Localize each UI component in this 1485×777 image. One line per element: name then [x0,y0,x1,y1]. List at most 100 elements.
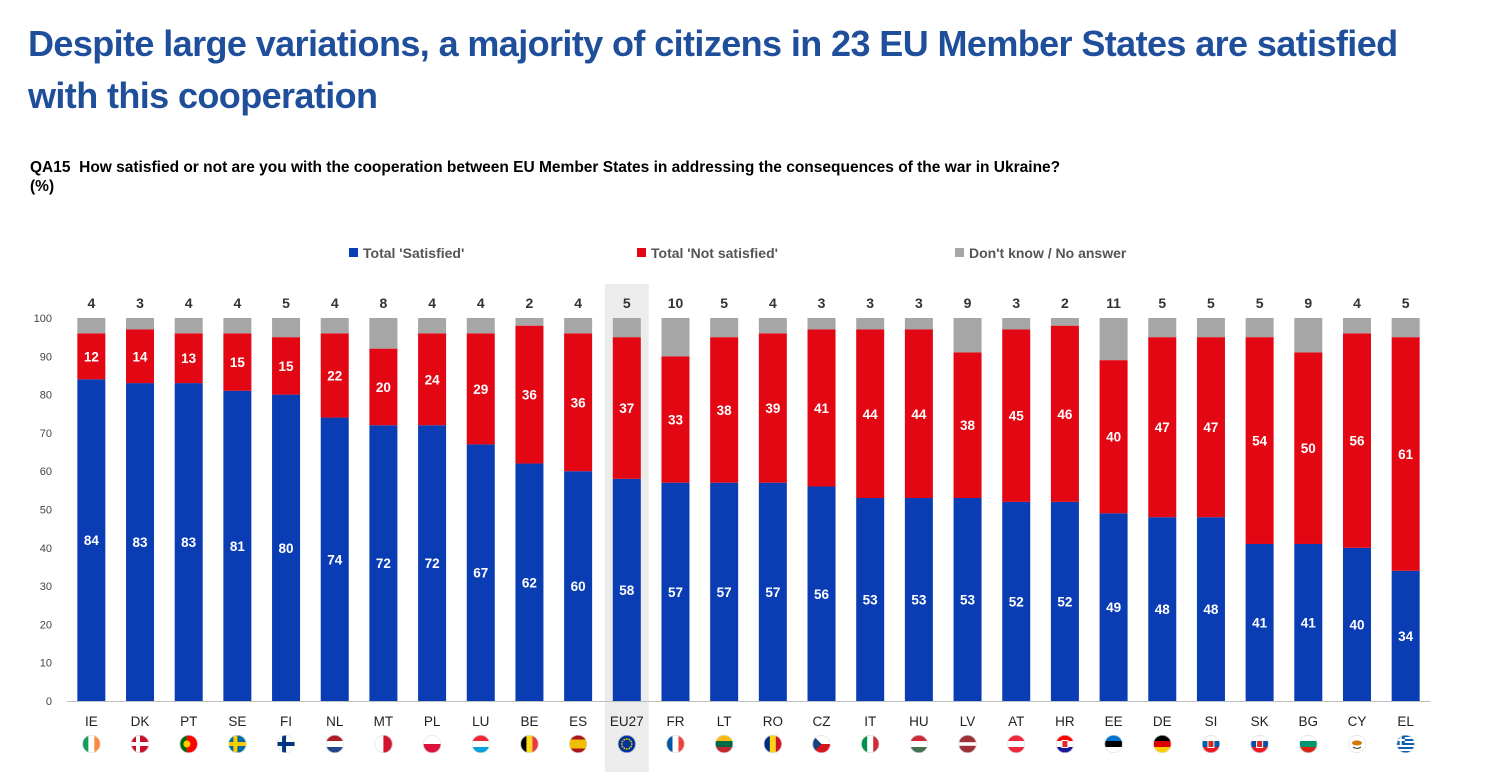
data-label: 57 [668,585,683,600]
bar-segment-dont-know [1342,318,1371,334]
bar-segment-satisfied [661,482,690,701]
bar-segment-dont-know [1245,318,1274,338]
data-label-dont-know: 4 [331,295,339,311]
bar-segment-dont-know [369,318,398,349]
data-label-dont-know: 5 [1207,295,1215,311]
flag-ro-icon [763,735,782,753]
legend-label: Total 'Satisfied' [363,245,464,261]
category-label: BG [1299,714,1319,729]
data-label-dont-know: 4 [769,295,777,311]
bar-segment-dont-know [904,318,933,330]
data-label: 57 [717,585,732,600]
flag-lt-icon [715,735,734,753]
data-label-dont-know: 5 [623,295,631,311]
bar-segment-dont-know [466,318,495,334]
data-label: 45 [1009,409,1025,424]
bar-segment-not-satisfied [418,333,447,426]
category-label: SE [228,714,246,729]
bar-segment-dont-know [661,318,690,357]
bar-segment-satisfied [369,425,398,701]
bar-segment-not-satisfied [77,333,106,380]
data-label-dont-know: 3 [818,295,826,311]
data-label: 83 [181,535,197,550]
bar-segment-dont-know [272,318,301,338]
flag-fr-icon [666,735,685,753]
bar-segment-not-satisfied [320,333,349,418]
data-label: 38 [960,418,976,433]
flag-hr-icon [1055,735,1074,753]
data-label: 62 [522,575,537,590]
data-label-dont-know: 4 [87,295,95,311]
bar-segment-dont-know [223,318,252,334]
data-label: 41 [1301,615,1317,630]
bar-segment-not-satisfied [710,337,739,483]
bar-segment-not-satisfied [1196,337,1225,518]
data-label-dont-know: 3 [136,295,144,311]
bar-segment-satisfied [515,463,544,701]
bar-segment-not-satisfied [1148,337,1177,518]
data-label: 15 [279,359,295,374]
bar-segment-not-satisfied [174,333,203,384]
flag-nl-icon [325,735,344,753]
flag-de-icon [1153,735,1172,753]
data-label-dont-know: 3 [915,295,923,311]
y-tick-label: 60 [40,466,52,478]
flag-dk-icon [131,735,150,753]
question-text: How satisfied or not are you with the co… [79,159,1061,176]
bar-segment-satisfied [466,444,495,701]
bar-segment-not-satisfied [758,333,787,483]
bar-segment-dont-know [1050,318,1079,326]
data-label: 20 [376,380,391,395]
bar-segment-satisfied [612,478,641,701]
flag-se-icon [228,735,247,753]
data-label: 80 [279,541,294,556]
data-label-dont-know: 4 [185,295,193,311]
data-label-dont-know: 4 [477,295,485,311]
bar-segment-satisfied [1050,501,1079,701]
category-label: HR [1055,714,1075,729]
bar-segment-not-satisfied [1294,352,1323,544]
bar-segment-satisfied [953,498,982,701]
bar-segment-dont-know [564,318,593,334]
bar-segment-satisfied [904,498,933,701]
category-label: IE [85,714,98,729]
bar-segment-satisfied [1294,543,1323,701]
data-label-dont-know: 4 [233,295,241,311]
data-label-dont-know: 8 [380,295,388,311]
data-label: 41 [1252,615,1268,630]
data-label: 37 [619,401,634,416]
data-label: 58 [619,583,635,598]
bar-segment-satisfied [1196,517,1225,701]
flag-ie-icon [82,735,101,753]
bar-segment-not-satisfied [1342,333,1371,548]
flag-si-icon [1201,735,1220,753]
bar-segment-not-satisfied [807,329,836,487]
data-label-dont-know: 4 [1353,295,1361,311]
data-label: 36 [571,395,587,410]
data-label: 57 [765,585,780,600]
bar-segment-not-satisfied [953,352,982,499]
category-label: FR [666,714,684,729]
data-label: 14 [133,349,149,364]
flag-mt-icon [374,735,393,753]
flag-pl-icon [423,735,442,753]
y-tick-label: 0 [46,696,52,708]
data-label: 12 [84,349,99,364]
flag-bg-icon [1299,735,1318,753]
bar-segment-dont-know [126,318,155,330]
data-label: 60 [571,579,586,594]
flag-hu-icon [909,735,928,753]
data-label-dont-know: 10 [668,295,684,311]
bar-segment-dont-know [953,318,982,353]
question-code: QA15 [30,159,71,176]
bar-segment-not-satisfied [564,333,593,472]
category-label: NL [326,714,344,729]
bar-segment-satisfied [1391,570,1420,701]
data-label-dont-know: 5 [282,295,290,311]
bar-segment-satisfied [320,417,349,701]
bar-segment-satisfied [77,379,106,701]
flag-el-icon [1396,735,1415,753]
category-label: AT [1008,714,1024,729]
bar-segment-dont-know [77,318,106,334]
data-label: 15 [230,355,246,370]
